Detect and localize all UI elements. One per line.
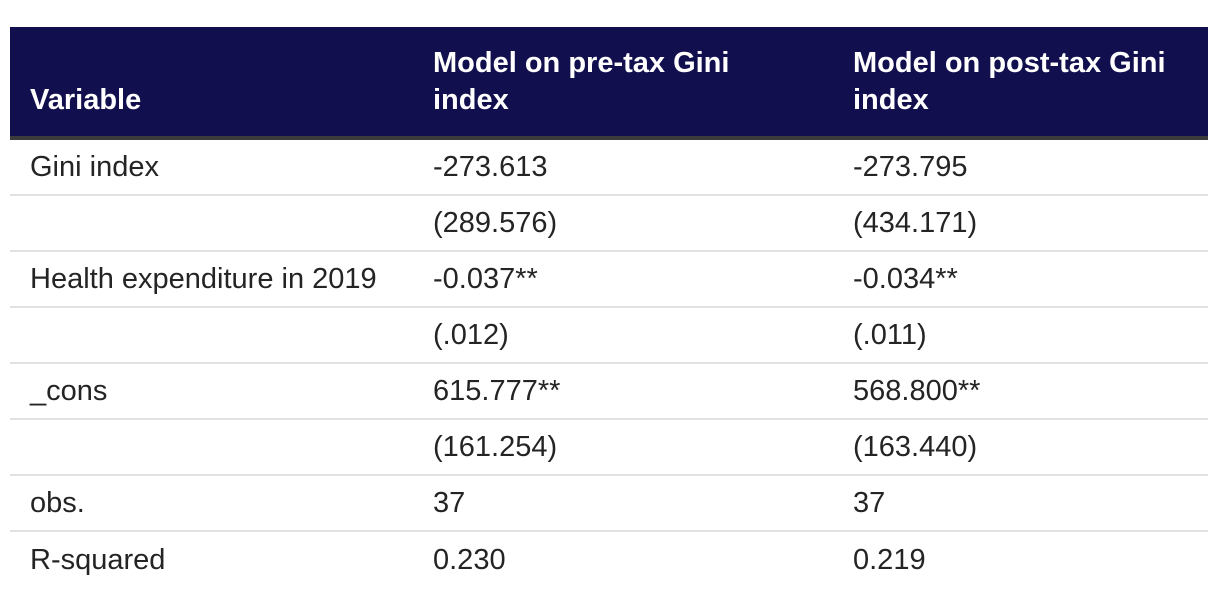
table-cell: (289.576) [413,195,833,252]
table-cell [10,307,413,364]
table-row: Gini index -273.613 -273.795 [10,138,1208,196]
table-cell: (.011) [833,307,1208,364]
table-row: R-squared 0.230 0.219 [10,531,1208,587]
regression-results-table: Variable Model on pre-tax Gini index Model… [10,27,1208,587]
table-header: Variable Model on pre-tax Gini index Model… [10,27,1208,140]
table-cell: -0.037** [413,251,833,308]
table-cell [10,419,413,476]
column-header: Model on post-tax Gini index [833,27,1208,140]
table-row: Health expenditure in 2019 -0.037** -0.034… [10,251,1208,308]
regression-table-container: Variable Model on pre-tax Gini index Model… [10,27,1208,587]
table-cell: obs. [10,475,413,532]
table-row: (161.254) (163.440) [10,419,1208,476]
table-body: Gini index -273.613 -273.795 (289.576) (434.… [10,138,1208,587]
column-header: Variable [10,27,413,140]
table-cell: -273.795 [833,138,1208,196]
table-cell: _cons [10,363,413,420]
table-cell: -0.034** [833,251,1208,308]
table-row: _cons 615.777** 568.800** [10,363,1208,420]
table-cell: 615.777** [413,363,833,420]
table-cell: 0.230 [433,543,506,576]
table-row: (.012) (.011) [10,307,1208,364]
table-cell: 568.800** [833,363,1208,420]
table-cell: 37 [833,475,1208,532]
table-cell: Gini index [10,138,413,196]
table-row: obs. 37 37 [10,475,1208,532]
column-header: Model on pre-tax Gini index [413,27,833,140]
table-cell: (163.440) [833,419,1208,476]
table-cell: (434.171) [833,195,1208,252]
table-cell: 0.219 [853,543,926,576]
table-row: (289.576) (434.171) [10,195,1208,252]
table-cell: 37 [413,475,833,532]
header-row: Variable Model on pre-tax Gini index Model… [10,27,1208,140]
table-cell: Health expenditure in 2019 [10,251,413,308]
table-cell [10,195,413,252]
table-cell: (161.254) [413,419,833,476]
table-cell: (.012) [413,307,833,364]
table-cell: -273.613 [413,138,833,196]
table-cell: R-squared [30,543,166,576]
